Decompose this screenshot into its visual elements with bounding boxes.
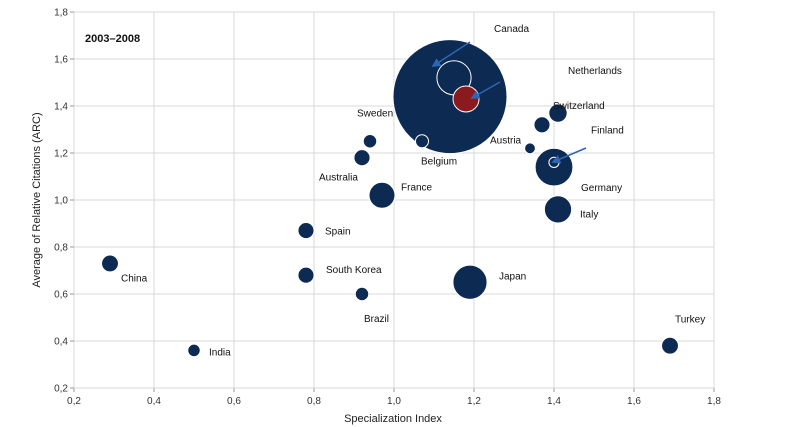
label-brazil: Brazil bbox=[364, 314, 389, 325]
x-tick-label: 1,0 bbox=[387, 396, 401, 407]
label-germany: Germany bbox=[581, 183, 622, 194]
bubble-belgium bbox=[415, 134, 429, 149]
period-label: 2003–2008 bbox=[85, 33, 140, 45]
x-tick-label: 1,6 bbox=[627, 396, 641, 407]
bubble-brazil bbox=[354, 286, 370, 302]
label-netherlands: Netherlands bbox=[568, 66, 622, 77]
x-tick-label: 0,4 bbox=[147, 396, 161, 407]
bubble-spain bbox=[297, 221, 315, 240]
x-tick-label: 1,2 bbox=[467, 396, 481, 407]
label-australia: Australia bbox=[319, 173, 358, 184]
y-tick-label: 1,0 bbox=[54, 196, 68, 207]
bubbles bbox=[101, 39, 679, 358]
bubble-italy bbox=[543, 195, 573, 224]
y-tick-label: 0,8 bbox=[54, 243, 68, 254]
arrow-canada bbox=[470, 81, 501, 99]
x-axis-ticks: 0,2 0,4 0,6 0,8 1,0 1,2 1,4 1,6 1,8 bbox=[67, 396, 721, 407]
y-tick-label: 1,2 bbox=[54, 149, 68, 160]
label-belgium: Belgium bbox=[421, 156, 457, 167]
bubble-france bbox=[368, 181, 396, 209]
bubble-india bbox=[187, 343, 201, 358]
x-tick-label: 0,6 bbox=[227, 396, 241, 407]
point-labels: United StatesGermanyJapanUnited KingdomF… bbox=[121, 0, 705, 358]
label-india: India bbox=[209, 347, 231, 358]
bubble-turkey bbox=[661, 336, 679, 355]
label-united-states: United States bbox=[390, 0, 450, 3]
label-austria: Austria bbox=[490, 135, 522, 146]
label-finland: Finland bbox=[591, 125, 624, 136]
label-spain: Spain bbox=[325, 227, 351, 238]
y-tick-label: 1,6 bbox=[54, 55, 68, 66]
bubble-south-korea bbox=[297, 266, 315, 284]
label-switzerland: Switzerland bbox=[553, 101, 605, 112]
label-canada: Canada bbox=[494, 24, 529, 35]
x-tick-label: 0,2 bbox=[67, 396, 81, 407]
bubble-switzerland bbox=[533, 116, 551, 134]
x-tick-label: 1,4 bbox=[547, 396, 561, 407]
y-tick-label: 1,4 bbox=[54, 102, 68, 113]
annotation-arrows bbox=[431, 41, 587, 164]
bubble-sweden bbox=[362, 134, 378, 149]
label-france: France bbox=[401, 182, 433, 193]
y-tick-label: 0,4 bbox=[54, 337, 68, 348]
bubble-netherlands bbox=[548, 103, 568, 123]
y-tick-label: 1,8 bbox=[54, 8, 68, 19]
label-china: China bbox=[121, 273, 148, 284]
x-tick-label: 1,8 bbox=[707, 396, 721, 407]
label-japan: Japan bbox=[499, 271, 526, 282]
y-tick-label: 0,6 bbox=[54, 290, 68, 301]
bubble-canada bbox=[452, 85, 480, 113]
y-tick-label: 0,2 bbox=[54, 384, 68, 395]
x-tick-label: 0,8 bbox=[307, 396, 321, 407]
arrow-finland bbox=[551, 147, 587, 164]
x-axis-title: Specialization Index bbox=[344, 413, 442, 425]
bubble-australia bbox=[353, 149, 371, 167]
y-axis-ticks: 0,2 0,4 0,6 0,8 1,0 1,2 1,4 1,6 1,8 bbox=[54, 8, 68, 395]
label-south-korea: South Korea bbox=[326, 265, 382, 276]
y-axis-title: Average of Relative Citations (ARC) bbox=[31, 112, 43, 287]
label-sweden: Sweden bbox=[357, 108, 393, 119]
bubble-japan bbox=[452, 264, 488, 300]
label-turkey: Turkey bbox=[675, 315, 705, 326]
bubble-united-states bbox=[392, 39, 508, 155]
label-italy: Italy bbox=[580, 209, 598, 220]
arrow-united-kingdom bbox=[431, 41, 471, 67]
bubble-austria bbox=[524, 142, 536, 155]
bubble-china bbox=[101, 254, 119, 273]
